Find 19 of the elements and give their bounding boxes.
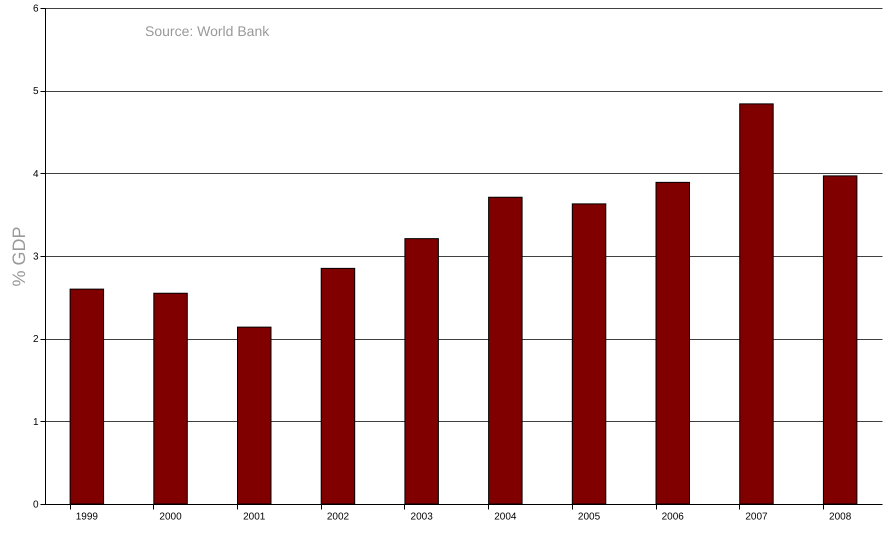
x-tick-label: 2006 (662, 512, 684, 522)
x-tick-label: 2005 (578, 512, 601, 522)
y-tick-label: 1 (32, 416, 39, 428)
y-tick-label: 0 (32, 500, 39, 510)
y-tick-label: 2 (32, 334, 39, 346)
x-tick-label: 2002 (326, 512, 350, 522)
y-tick-label: 4 (32, 168, 39, 180)
y-tick-label: 5 (32, 86, 39, 98)
y-axis-title: % GDP (8, 226, 29, 287)
y-tick-label: 6 (32, 4, 39, 14)
x-tick-label: 2000 (159, 512, 182, 522)
x-tick-label: 2007 (745, 512, 768, 522)
annotation: Source: World Bank (145, 23, 270, 39)
x-tick-label: 2003 (410, 512, 434, 522)
x-tick-label: 1999 (76, 512, 98, 522)
x-tick-label: 2004 (494, 512, 517, 522)
x-tick-label: 2008 (829, 512, 852, 522)
y-tick-label: 3 (32, 252, 39, 262)
x-tick-label: 2001 (243, 512, 266, 522)
